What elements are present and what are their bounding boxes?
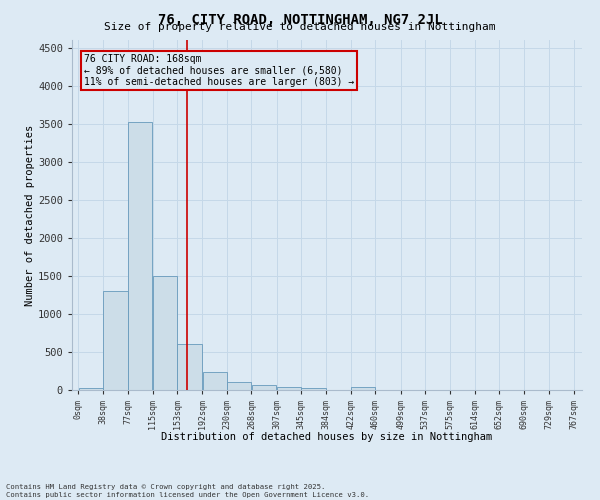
Bar <box>79 388 103 390</box>
Bar <box>301 388 326 390</box>
Bar <box>178 344 202 390</box>
Bar <box>153 276 177 390</box>
Bar <box>351 387 375 390</box>
Text: 76 CITY ROAD: 168sqm
← 89% of detached houses are smaller (6,580)
11% of semi-de: 76 CITY ROAD: 168sqm ← 89% of detached h… <box>83 54 354 87</box>
Bar <box>227 382 251 390</box>
Text: 76, CITY ROAD, NOTTINGHAM, NG7 2JL: 76, CITY ROAD, NOTTINGHAM, NG7 2JL <box>158 12 442 26</box>
Text: Contains HM Land Registry data © Crown copyright and database right 2025.
Contai: Contains HM Land Registry data © Crown c… <box>6 484 369 498</box>
X-axis label: Distribution of detached houses by size in Nottingham: Distribution of detached houses by size … <box>161 432 493 442</box>
Bar <box>277 386 301 390</box>
Bar <box>252 384 277 390</box>
Bar <box>103 291 128 390</box>
Text: Size of property relative to detached houses in Nottingham: Size of property relative to detached ho… <box>104 22 496 32</box>
Bar <box>128 122 152 390</box>
Y-axis label: Number of detached properties: Number of detached properties <box>25 124 35 306</box>
Bar <box>203 372 227 390</box>
